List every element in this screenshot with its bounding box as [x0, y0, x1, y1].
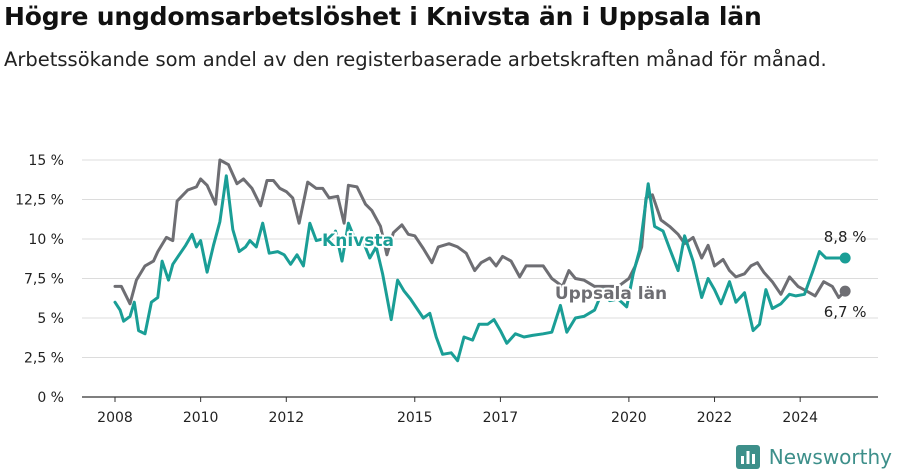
x-tick-label: 2012 [268, 410, 304, 426]
end-point-uppsala [839, 285, 851, 297]
end-label-knivsta: 8,8 % [824, 228, 867, 246]
series-line-knivsta [113, 174, 847, 363]
x-tick-label: 2010 [183, 410, 219, 426]
axes: 0 % 2,5 % 5 % 7,5 % 10 % 12,5 % 15 % 2008 2010 20… [15, 153, 818, 426]
x-tick-label: 2017 [483, 410, 519, 426]
series-label-knivsta: Knivsta [322, 231, 394, 251]
end-point-knivsta [839, 252, 851, 264]
y-tick-label: 2,5 % [24, 351, 64, 367]
x-tick-label: 2020 [611, 410, 647, 426]
y-tick-label: 10 % [28, 232, 64, 248]
series-lines [113, 158, 851, 363]
y-tick-label: 0 % [37, 390, 64, 406]
x-tick-label: 2015 [397, 410, 433, 426]
gridlines [82, 159, 878, 398]
end-label-uppsala: 6,7 % [824, 303, 867, 321]
x-tick-label: 2008 [97, 410, 133, 426]
y-tick-label: 7,5 % [24, 272, 64, 288]
chart-title: Högre ungdomsarbetslöshet i Knivsta än i… [4, 2, 762, 31]
chart-subtitle: Arbetssökande som andel av den registerb… [4, 48, 827, 71]
series-label-uppsala: Uppsala län [555, 284, 667, 304]
y-tick-label: 5 % [37, 311, 64, 327]
brand-name: Newsworthy [768, 445, 892, 469]
y-tick-label: 12,5 % [15, 193, 64, 209]
newsworthy-brand: Newsworthy [735, 444, 892, 470]
newsworthy-logo-icon [735, 445, 760, 469]
series-labels: 6,7 % 8,8 % Knivsta Uppsala län [320, 228, 867, 321]
y-tick-label: 15 % [28, 153, 64, 169]
x-tick-label: 2024 [782, 410, 818, 426]
x-tick-label: 2022 [697, 410, 733, 426]
series-line-uppsala [113, 158, 847, 306]
